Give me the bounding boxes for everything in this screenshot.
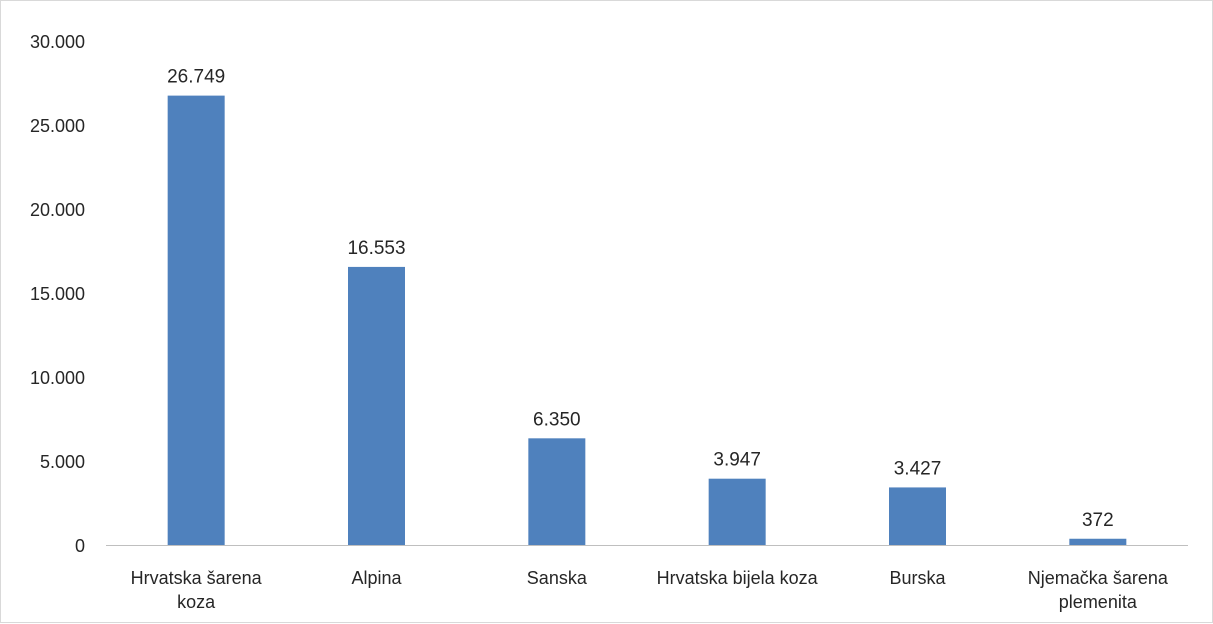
y-axis-tick-labels: 0 5.000 10.000 15.000 20.000 25.000 30.000: [30, 32, 85, 556]
x-axis-category-labels: Hrvatska šarena koza Alpina Sanska Hrvatska …: [131, 568, 1169, 612]
bar: [1069, 538, 1127, 545]
bars: [167, 95, 1127, 546]
data-label: 3.427: [894, 458, 942, 479]
x-tick-label: Alpina: [351, 568, 402, 588]
bar: [167, 95, 225, 546]
bar: [889, 487, 946, 545]
y-tick-label: 10.000: [30, 368, 85, 388]
y-tick-label: 5.000: [40, 452, 85, 472]
y-tick-label: 30.000: [30, 32, 85, 52]
y-tick-label: 25.000: [30, 116, 85, 136]
x-tick-label: Sanska: [527, 568, 588, 588]
bar: [348, 266, 405, 545]
x-tick-label: Njemačka šarena plemenita: [1028, 568, 1169, 612]
data-label: 6.350: [533, 409, 581, 430]
data-labels: 26.749 16.553 6.350 3.947 3.427 372: [167, 67, 1114, 531]
x-tick-label: Hrvatska bijela koza: [657, 568, 819, 588]
bar: [708, 478, 766, 545]
data-label: 3.947: [713, 450, 761, 471]
data-label: 26.749: [167, 67, 225, 88]
x-tick-label: Hrvatska šarena koza: [131, 568, 263, 612]
data-label: 16.553: [347, 238, 405, 259]
y-tick-label: 20.000: [30, 200, 85, 220]
y-tick-label: 0: [75, 536, 85, 556]
data-label: 372: [1082, 510, 1114, 531]
bar: [528, 438, 586, 545]
x-tick-label: Burska: [889, 568, 946, 588]
y-tick-label: 15.000: [30, 284, 85, 304]
